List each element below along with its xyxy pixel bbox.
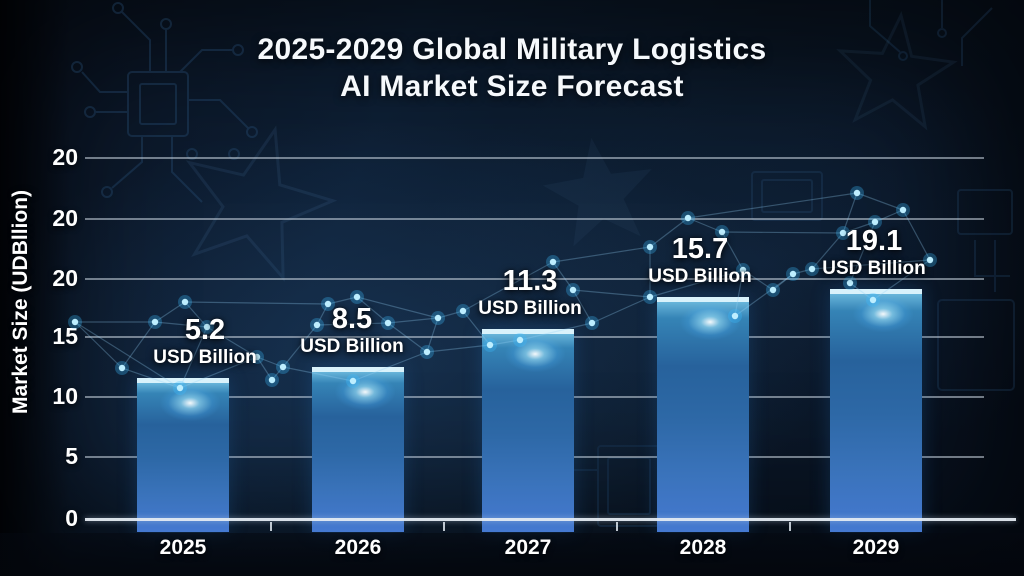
bar-glow-spot — [505, 336, 566, 372]
bar-glow-spot — [680, 304, 741, 340]
x-axis-tick — [443, 522, 445, 531]
bar-2026 — [312, 367, 404, 532]
y-tick-label: 20 — [52, 205, 78, 231]
bar-2025 — [137, 378, 229, 532]
x-tick-label-2028: 2028 — [679, 536, 727, 559]
bar-value-label-2029: 19.1 USD Billion — [779, 226, 969, 280]
bar-value: 8.5 — [331, 303, 373, 335]
chart-title-line2: AI Market Size Forecast — [340, 70, 684, 103]
gridline — [85, 278, 984, 280]
bar-value-label-2028: 15.7 USD Billion — [605, 234, 795, 288]
x-axis-tick — [270, 522, 272, 531]
bar-value: 11.3 — [502, 265, 558, 297]
bar-value-label-2026: 8.5 USD Billion — [257, 304, 447, 358]
x-tick-label-2027: 2027 — [504, 536, 552, 559]
y-tick-label: 20 — [52, 144, 78, 170]
chart-title: 2025-2029 Global Military Logistics AI M… — [0, 31, 1024, 105]
bar-value: 19.1 — [845, 225, 903, 257]
x-tick-label-2026: 2026 — [334, 536, 382, 559]
y-axis-title: Market Size (UDBllion) — [9, 189, 32, 415]
y-tick-label: 15 — [52, 323, 78, 349]
bar-value: 15.7 — [671, 233, 729, 265]
bar-glow-spot — [160, 385, 221, 421]
bar-unit: USD Billion — [648, 266, 752, 287]
bar-2028 — [657, 297, 749, 532]
bar-glow-spot — [335, 374, 396, 410]
x-tick-label-2029: 2029 — [852, 536, 900, 559]
bar-unit: USD Billion — [153, 347, 257, 368]
x-axis-line — [85, 518, 1016, 521]
y-tick-label: 10 — [52, 383, 78, 409]
y-tick-label: 0 — [65, 505, 78, 531]
bar-unit: USD Billion — [478, 298, 582, 319]
x-tick-label-2025: 2025 — [159, 536, 207, 559]
x-axis-tick — [789, 522, 791, 531]
bar-value-label-2025: 5.2 USD Billion — [110, 315, 300, 369]
bar-unit: USD Billion — [300, 336, 404, 357]
bar-value-label-2027: 11.3 USD Billion — [435, 266, 625, 320]
gridline — [85, 157, 984, 159]
below-axis-band — [0, 533, 1024, 576]
left-shadow-band — [0, 0, 70, 576]
gridline — [85, 218, 984, 220]
bar-2029 — [830, 289, 922, 532]
chart-title-line1: 2025-2029 Global Military Logistics — [257, 33, 767, 66]
x-axis-tick — [616, 522, 618, 531]
bar-2027 — [482, 329, 574, 532]
y-tick-label: 20 — [52, 265, 78, 291]
bar-glow-spot — [853, 296, 914, 332]
bar-unit: USD Billion — [822, 258, 926, 279]
y-tick-label: 5 — [65, 443, 78, 469]
